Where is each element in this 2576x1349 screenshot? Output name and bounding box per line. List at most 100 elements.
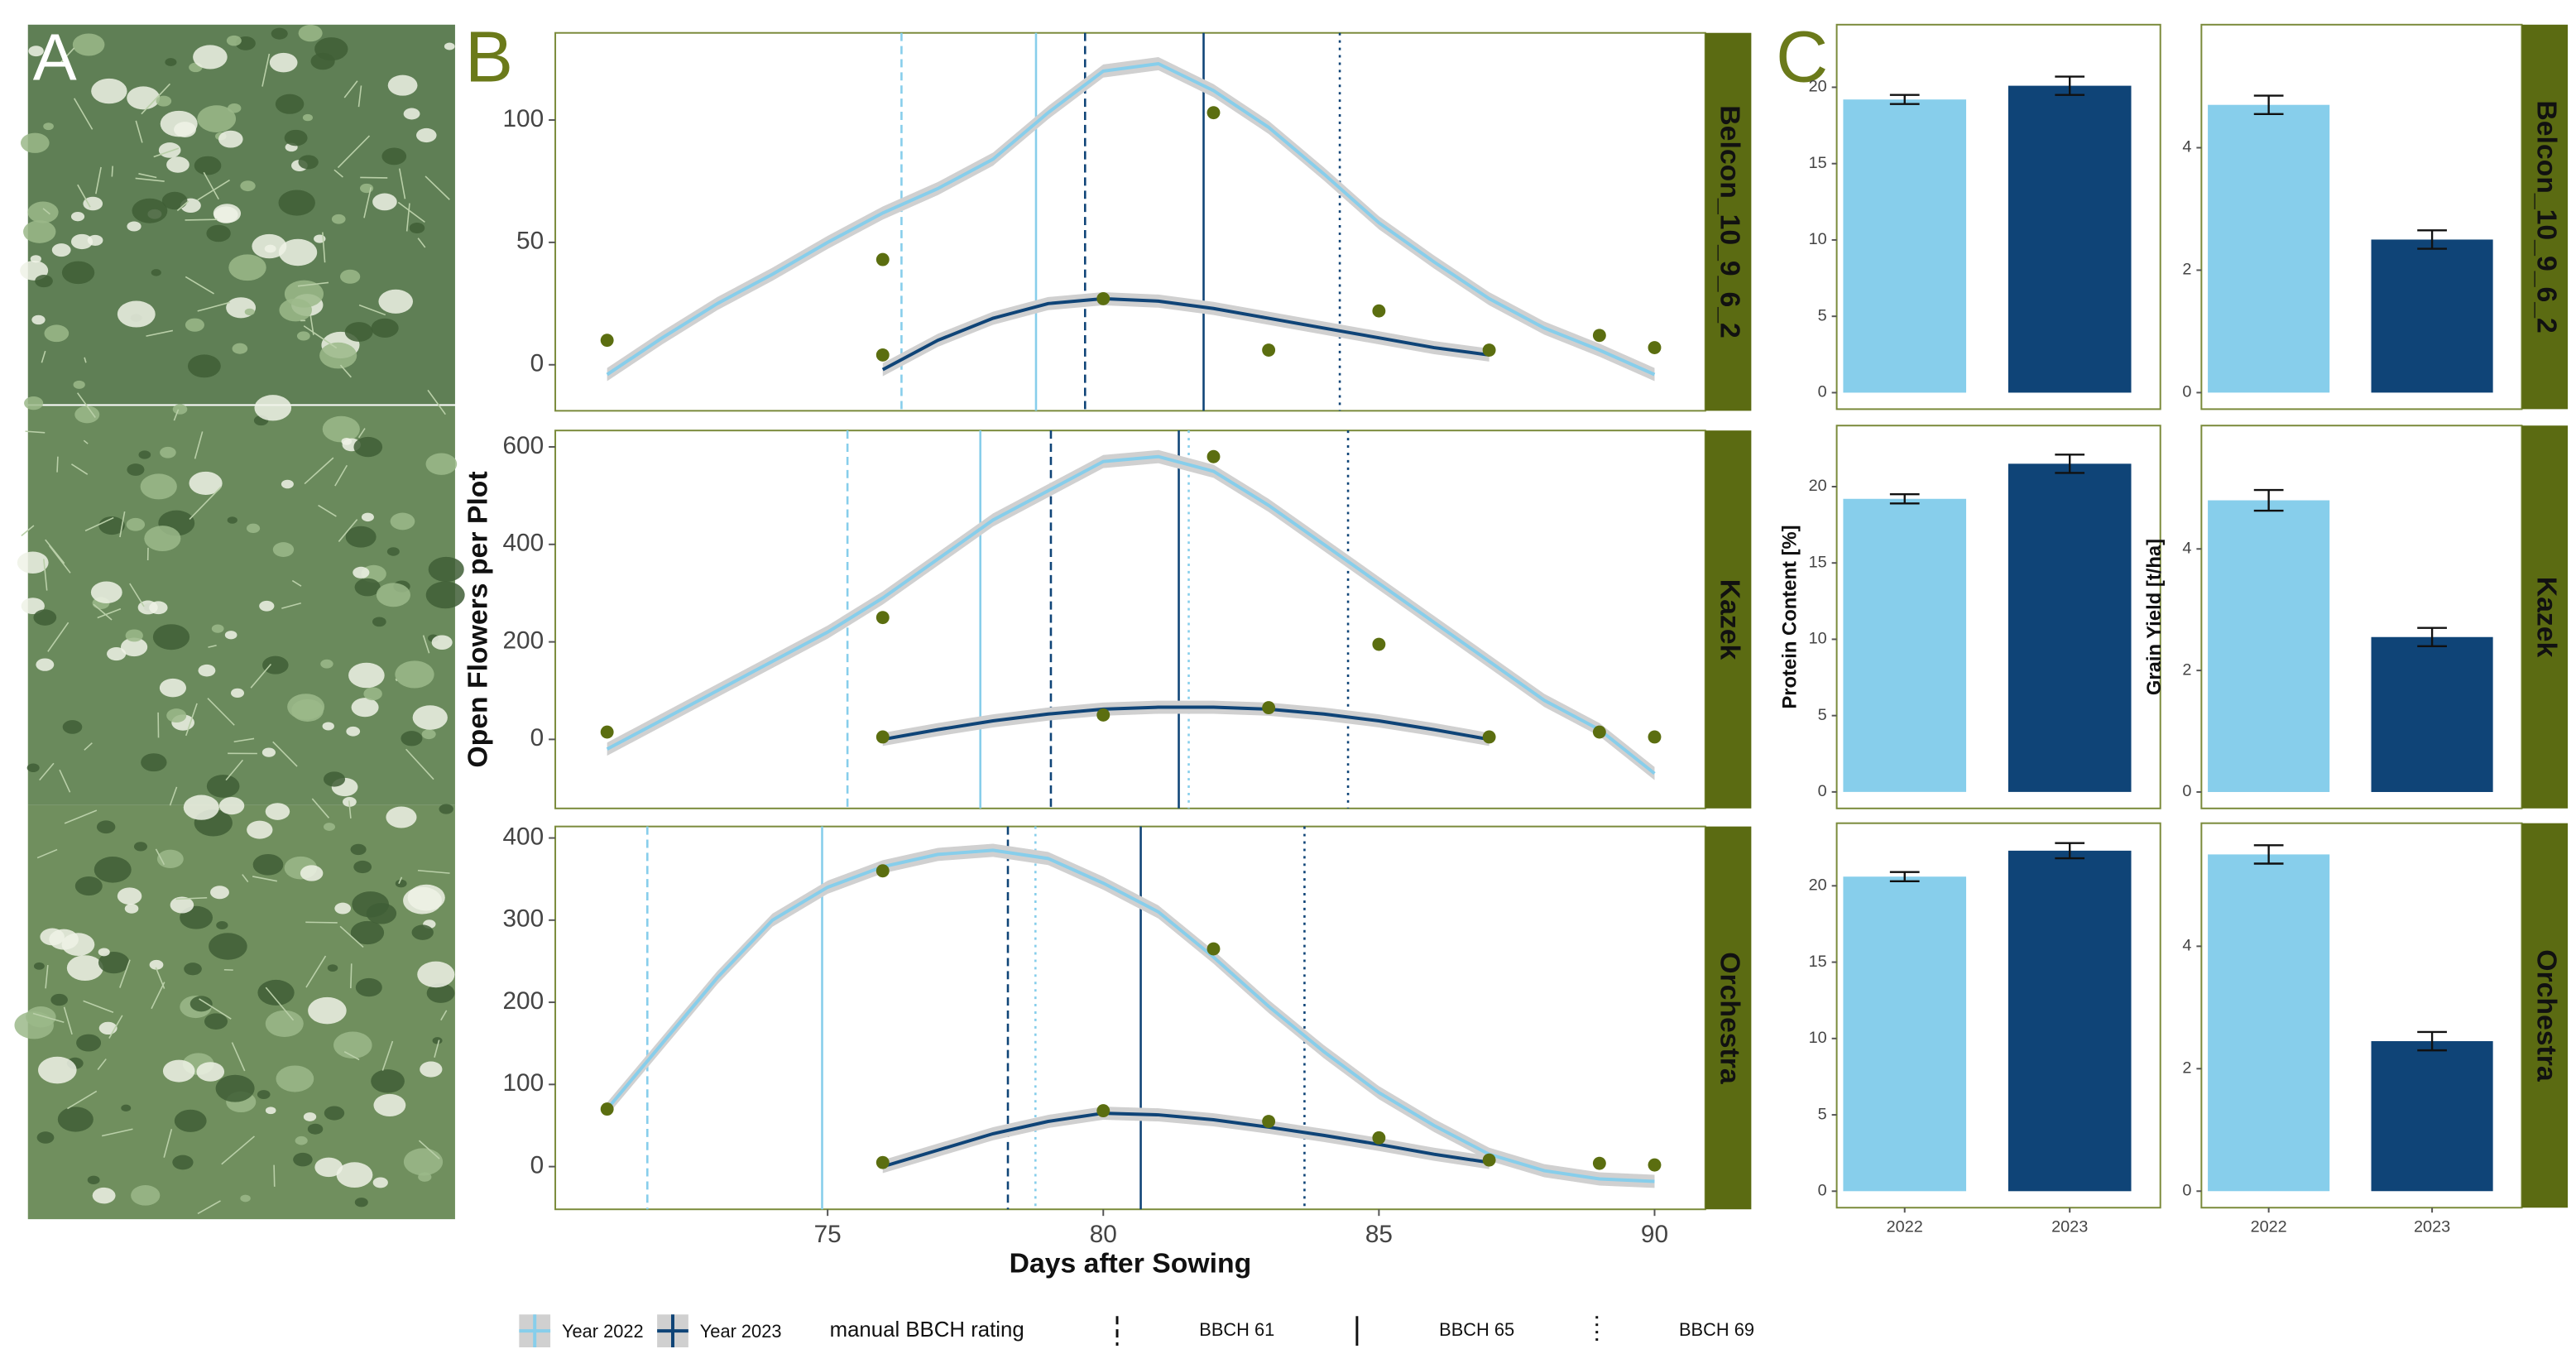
photo-detail xyxy=(276,1065,314,1092)
photo-detail xyxy=(228,103,241,113)
photo-detail xyxy=(173,404,188,414)
photo-detail xyxy=(403,887,442,915)
photo-detail xyxy=(26,1006,55,1028)
photo-detail xyxy=(351,844,367,855)
photo-detail xyxy=(52,243,71,257)
photo-detail xyxy=(340,270,360,284)
photo-detail xyxy=(193,45,228,69)
data-point xyxy=(1648,341,1662,354)
legend-label: BBCH 69 xyxy=(1679,1319,1754,1340)
photo-detail xyxy=(131,1185,160,1206)
photo-detail xyxy=(303,114,313,121)
photo-detail xyxy=(259,601,274,612)
photo-detail xyxy=(132,199,168,223)
photo-detail xyxy=(426,453,458,474)
y-tick-label: 10 xyxy=(1809,630,1827,648)
photo-detail xyxy=(422,729,436,739)
photo-detail xyxy=(188,354,221,377)
photo-detail xyxy=(38,1057,77,1084)
y-tick-label: 0 xyxy=(530,1151,544,1179)
photo-detail xyxy=(308,1124,324,1135)
panel-label: A xyxy=(33,20,77,94)
photo-detail xyxy=(118,887,142,905)
photo-detail xyxy=(49,929,79,950)
data-point xyxy=(601,1102,614,1116)
photo-detail xyxy=(23,220,55,243)
y-tick-label: 5 xyxy=(1818,706,1827,724)
photo-detail xyxy=(300,865,324,881)
photo-detail xyxy=(33,609,56,625)
data-point xyxy=(1096,708,1110,722)
photo-detail xyxy=(240,180,255,191)
photo-detail xyxy=(353,861,372,873)
photo-detail xyxy=(118,300,156,327)
bar xyxy=(1843,99,1966,392)
photo-detail xyxy=(204,1013,228,1030)
bar xyxy=(2008,86,2132,393)
photo-detail xyxy=(356,978,382,996)
photo-detail xyxy=(265,245,276,253)
data-point xyxy=(876,731,890,744)
y-tick-label: 2 xyxy=(2182,1059,2191,1078)
photo-detail xyxy=(50,994,68,1006)
photo-detail xyxy=(88,235,103,246)
photo-detail xyxy=(352,698,379,717)
photo-detail xyxy=(153,624,189,650)
y-tick-label: 5 xyxy=(1818,1105,1827,1123)
photo-detail xyxy=(412,924,434,939)
photo-detail xyxy=(323,416,360,443)
photo-detail xyxy=(76,1035,101,1052)
photo-detail xyxy=(416,128,437,142)
legend-label: Year 2023 xyxy=(700,1321,782,1342)
photo-detail xyxy=(228,254,266,281)
photo-detail xyxy=(444,43,455,50)
photo-detail xyxy=(247,524,260,533)
photo-detail xyxy=(279,239,317,266)
y-axis-label: Grain Yield [t/ha] xyxy=(2143,539,2166,695)
photo-detail xyxy=(426,581,465,608)
photo-detail xyxy=(63,720,83,734)
photo-detail xyxy=(262,747,276,756)
photo-detail xyxy=(396,880,407,888)
photo-detail xyxy=(163,1060,195,1083)
bar xyxy=(1843,876,1966,1191)
photo-detail xyxy=(62,262,94,285)
data-point xyxy=(1207,450,1221,463)
photo-detail xyxy=(35,275,53,287)
photo-detail xyxy=(88,1176,100,1184)
x-tick-label: 75 xyxy=(814,1221,842,1248)
data-point xyxy=(1648,1159,1662,1172)
photo-detail xyxy=(206,225,230,242)
data-point xyxy=(1483,1154,1496,1167)
photo-detail xyxy=(274,1165,275,1187)
photo-detail xyxy=(185,219,218,220)
photo-detail xyxy=(324,771,345,786)
photo-detail xyxy=(71,212,84,221)
photo-detail xyxy=(141,753,166,771)
photo-detail xyxy=(355,1198,368,1207)
bar xyxy=(2372,239,2493,392)
data-point xyxy=(876,864,890,877)
photo-detail xyxy=(324,1106,344,1120)
photo-detail xyxy=(387,547,400,555)
x-tick-label: 2022 xyxy=(1887,1217,1923,1236)
photo-detail xyxy=(218,131,243,148)
photo-detail xyxy=(372,194,397,211)
photo-detail xyxy=(75,876,103,895)
photo-detail xyxy=(308,997,347,1025)
y-tick-label: 5 xyxy=(1818,306,1827,324)
photo-detail xyxy=(185,319,204,332)
page: { "panel_labels": ["A", "B", "C"], "lege… xyxy=(0,0,2576,1349)
photo-detail xyxy=(373,1178,388,1188)
photo-detail xyxy=(353,567,369,578)
facet-label: Kazek xyxy=(1715,579,1746,660)
photo-detail xyxy=(43,122,54,130)
photo-detail xyxy=(337,1162,373,1188)
photo-detail xyxy=(281,480,294,489)
photo-detail xyxy=(159,142,181,158)
photo-detail xyxy=(73,33,105,55)
y-tick-label: 50 xyxy=(516,228,544,255)
y-tick-label: 15 xyxy=(1809,154,1827,172)
facet-label: Orchestra xyxy=(2530,949,2562,1082)
smooth-line xyxy=(607,64,1655,375)
